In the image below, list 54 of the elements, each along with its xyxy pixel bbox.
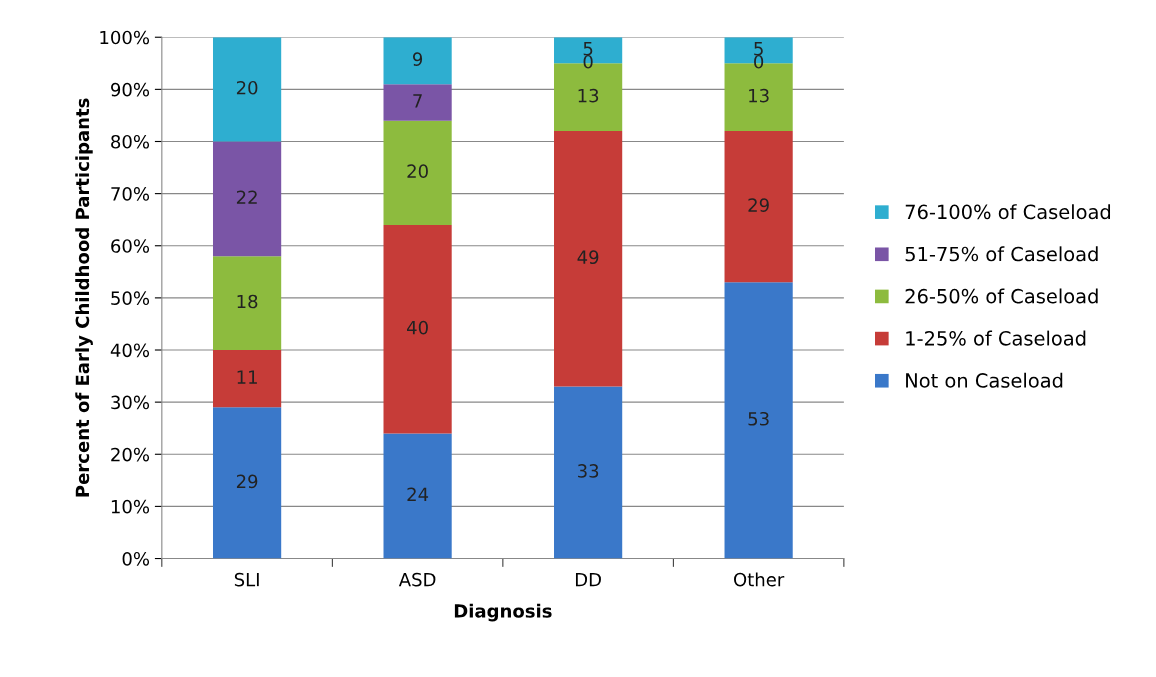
data-label: 13	[578, 88, 599, 103]
legend-label: 1-25% of Caseload	[906, 330, 1086, 346]
x-tick-label: ASD	[398, 572, 436, 587]
x-tick-label: Other	[734, 572, 785, 587]
data-label: 24	[407, 487, 429, 501]
data-label: 11	[237, 370, 257, 384]
bar	[383, 120, 452, 225]
data-label: 13	[749, 88, 769, 103]
data-label: 7	[413, 94, 422, 108]
bar	[383, 37, 452, 85]
data-label: 29	[236, 474, 258, 489]
bar	[554, 386, 623, 559]
y-tick-label: 0%	[122, 551, 150, 566]
y-axis-title: Percent of Early Childhood Participants	[75, 98, 93, 497]
data-label: 20	[407, 164, 428, 179]
x-tick-label: DD	[575, 572, 601, 587]
data-label: 49	[577, 250, 599, 265]
data-label: 40	[407, 320, 428, 335]
bar	[554, 131, 623, 387]
legend-label: 51-75% of Caseload	[905, 246, 1098, 262]
y-tick-label: 90%	[111, 82, 150, 97]
legend-label: 26-50% of Caseload	[905, 288, 1098, 304]
bar	[212, 407, 282, 559]
bar	[212, 141, 282, 257]
legend-label: Not on Caseload	[906, 372, 1063, 388]
bar	[383, 224, 452, 434]
y-tick-label: 100%	[100, 30, 150, 45]
data-label: 5	[754, 42, 763, 56]
bar	[383, 433, 452, 559]
legend-label: 76-100% of Caseload	[905, 204, 1111, 220]
data-label: 5	[583, 42, 593, 56]
data-label: 18	[237, 294, 258, 309]
x-tick-label: SLI	[234, 572, 259, 587]
data-label: 33	[578, 464, 599, 478]
bar	[724, 131, 793, 283]
y-tick-label: 50%	[111, 291, 150, 305]
bar	[383, 84, 452, 121]
data-label: 20	[236, 80, 258, 95]
y-tick-label: 60%	[111, 239, 150, 253]
y-tick-label: 40%	[110, 343, 150, 358]
data-label: 9	[413, 52, 423, 66]
bar	[212, 350, 282, 408]
x-axis-title: Diagnosis	[454, 603, 552, 622]
bar	[724, 282, 793, 559]
y-tick-label: 30%	[111, 395, 150, 410]
y-tick-label: 70%	[111, 187, 150, 201]
bar	[212, 37, 282, 142]
bar	[212, 256, 282, 351]
data-label: 22	[236, 190, 257, 204]
data-label: 29	[748, 198, 769, 212]
y-tick-label: 10%	[111, 499, 150, 514]
y-tick-label: 20%	[111, 447, 150, 462]
y-tick-label: 80%	[111, 134, 150, 149]
data-label: 53	[748, 411, 769, 426]
